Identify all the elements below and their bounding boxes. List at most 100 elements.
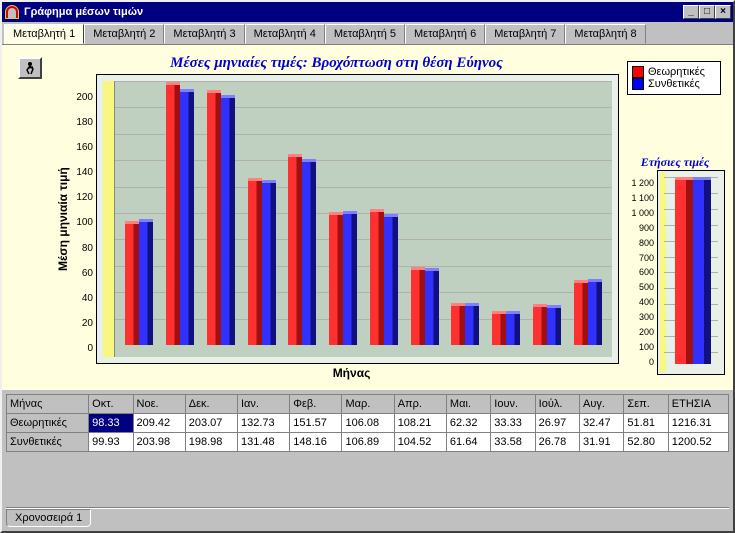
bar-synthetic [547,305,561,345]
close-button[interactable]: × [715,5,731,19]
table-header-cell[interactable]: Ιαν. [237,395,289,414]
tab-variable-1[interactable]: Μεταβλητή 1 [4,24,84,44]
table-cell[interactable]: 1216.31 [668,414,728,433]
tab-variable-8[interactable]: Μεταβλητή 8 [565,24,645,44]
table-header-cell[interactable]: ΕΤΗΣΙΑ [668,395,728,414]
table-header-cell[interactable]: Δεκ. [185,395,237,414]
minimize-button[interactable]: _ [683,5,699,19]
bar-theoretical [411,267,425,345]
legend-label: Θεωρητικές [648,66,705,78]
table-cell[interactable]: 209.42 [133,414,185,433]
table-header-cell[interactable]: Μαι. [446,395,490,414]
tab-variable-3[interactable]: Μεταβλητή 3 [164,24,244,44]
annual-chart: Ετήσιες τιμές 01002003004005006007008009… [625,155,725,385]
table-row-label[interactable]: Θεωρητικές [7,414,89,433]
bar-pair-month-11 [533,81,561,345]
main-chart: Μέσες μηνιαίες τιμές: Βροχόπτωση στη θέσ… [54,55,619,385]
annual-y-ticks: 01002003004005006007008009001 0001 1001 … [625,170,657,375]
table-row: Θεωρητικές98.33209.42203.07132.73151.571… [7,414,729,433]
table-cell[interactable]: 104.52 [394,433,446,452]
table-cell[interactable]: 108.21 [394,414,446,433]
bar-pair-month-5 [288,81,316,345]
table-cell[interactable]: 203.98 [133,433,185,452]
data-table-panel: ΜήναςΟκτ.Νοε.Δεκ.Ιαν.Φεβ.Μαρ.Απρ.Μαι.Ιου… [2,390,733,456]
table-row-label[interactable]: Συνθετικές [7,433,89,452]
annual-bars [668,177,718,364]
table-cell[interactable]: 62.32 [446,414,490,433]
y-axis-label: Μέση μηνιαία τιμή [54,74,72,364]
bar-synthetic [425,268,439,345]
bottom-tab-timeseries[interactable]: Χρονοσειρά 1 [6,509,91,527]
legend: Θεωρητικές Συνθετικές [627,61,721,95]
table-cell[interactable]: 106.89 [342,433,394,452]
table-header-cell[interactable]: Απρ. [394,395,446,414]
bar-theoretical [207,90,221,345]
bar-pair-month-9 [451,81,479,345]
variable-tabs: Μεταβλητή 1Μεταβλητή 2Μεταβλητή 3Μεταβλη… [2,22,733,45]
bar-theoretical [125,221,139,345]
table-cell[interactable]: 26.78 [535,433,579,452]
table-cell[interactable]: 61.64 [446,433,490,452]
chart-panel: Μέσες μηνιαίες τιμές: Βροχόπτωση στη θέσ… [2,45,733,390]
table-header-cell[interactable]: Σεπ. [624,395,668,414]
bar-synthetic [262,180,276,345]
table-cell[interactable]: 131.48 [237,433,289,452]
bar-theoretical [370,209,384,345]
table-header-cell[interactable]: Αυγ. [580,395,624,414]
bar-synthetic [139,219,153,345]
table-cell[interactable]: 32.47 [580,414,624,433]
window-title: Γράφημα μέσων τιμών [24,6,683,18]
table-cell[interactable]: 33.58 [491,433,535,452]
table-header-cell[interactable]: Μήνας [7,395,89,414]
maximize-button[interactable]: □ [699,5,715,19]
tab-variable-2[interactable]: Μεταβλητή 2 [84,24,164,44]
table-cell[interactable]: 51.81 [624,414,668,433]
tab-variable-5[interactable]: Μεταβλητή 5 [325,24,405,44]
bar-pair-month-6 [329,81,357,345]
tab-variable-6[interactable]: Μεταβλητή 6 [405,24,485,44]
bar-pair-month-2 [166,81,194,345]
y-axis-ticks: 020406080100120140160180200 [72,74,96,364]
status-bar: Χρονοσειρά 1 [6,508,729,527]
table-cell[interactable]: 33.33 [491,414,535,433]
bar-synthetic [343,211,357,345]
table-cell[interactable]: 31.91 [580,433,624,452]
table-cell[interactable]: 132.73 [237,414,289,433]
table-cell[interactable]: 1200.52 [668,433,728,452]
bar-theoretical [288,154,302,345]
bar-pair-month-4 [248,81,276,345]
bar-theoretical [451,303,465,345]
table-header-cell[interactable]: Οκτ. [89,395,133,414]
plot-back-wall [103,81,115,357]
tab-variable-4[interactable]: Μεταβλητή 4 [245,24,325,44]
bar-synthetic [384,214,398,345]
plot-area [96,74,619,364]
table-cell[interactable]: 198.98 [185,433,237,452]
table-header-cell[interactable]: Ιουν. [491,395,535,414]
bar-pair-month-7 [370,81,398,345]
table-header-cell[interactable]: Ιούλ. [535,395,579,414]
table-header-cell[interactable]: Νοε. [133,395,185,414]
app-icon [4,4,20,20]
table-cell[interactable]: 106.08 [342,414,394,433]
bar-theoretical [492,311,506,345]
annual-bar-synthetic [693,177,711,364]
bar-pair-month-10 [492,81,520,345]
tab-variable-7[interactable]: Μεταβλητή 7 [485,24,565,44]
table-cell[interactable]: 203.07 [185,414,237,433]
table-cell[interactable]: 148.16 [290,433,342,452]
table-cell[interactable]: 52.80 [624,433,668,452]
main-window: Γράφημα μέσων τιμών _ □ × Μεταβλητή 1Μετ… [0,0,735,533]
table-cell[interactable]: 151.57 [290,414,342,433]
legend-swatch-theoretical [632,66,644,78]
title-bar[interactable]: Γράφημα μέσων τιμών _ □ × [2,2,733,22]
bar-synthetic [465,303,479,345]
annual-chart-title: Ετήσιες τιμές [625,155,725,170]
table-cell[interactable]: 98.33 [89,414,133,433]
bar-synthetic [221,95,235,345]
table-cell[interactable]: 99.93 [89,433,133,452]
table-cell[interactable]: 26.97 [535,414,579,433]
run-button[interactable] [18,57,42,79]
table-header-cell[interactable]: Μαρ. [342,395,394,414]
table-header-cell[interactable]: Φεβ. [290,395,342,414]
